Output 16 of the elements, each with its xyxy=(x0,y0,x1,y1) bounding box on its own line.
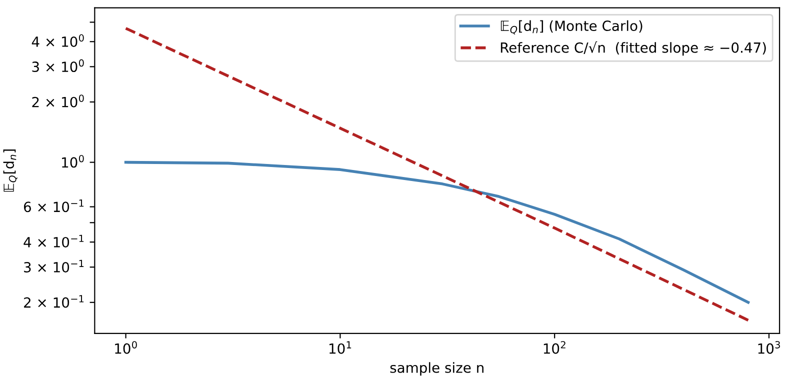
legend-label: 𝔼$_{Q}$[d$_{n}$] (Monte Carlo) xyxy=(500,20,642,34)
y-tick-label: 4 × 10$^{0}$ xyxy=(32,34,84,47)
x-tick-label: 10$^{2}$ xyxy=(544,341,566,354)
y-tick-label: 4 × 10$^{−1}$ xyxy=(24,234,84,248)
x-axis-title: sample size n xyxy=(390,362,484,376)
y-tick-label: 3 × 10$^{0}$ xyxy=(32,59,84,72)
y-tick-label: 2 × 10$^{0}$ xyxy=(32,94,84,108)
y-tick-label: 10$^{0}$ xyxy=(62,154,84,168)
y-tick-label: 2 × 10$^{−1}$ xyxy=(24,295,84,308)
legend-label: Reference C/√n (fitted slope ≈ −0.47) xyxy=(500,41,766,56)
x-tick-label: 10$^{1}$ xyxy=(329,341,352,354)
x-tick-label: 10$^{0}$ xyxy=(115,341,137,354)
y-axis-title: 𝔼$_{Q}$[d$_{n}$] xyxy=(3,150,18,192)
y-tick-label: 6 × 10$^{−1}$ xyxy=(24,200,84,212)
x-tick-label: 10$^{3}$ xyxy=(758,341,780,354)
y-tick-label: 3 × 10$^{−1}$ xyxy=(24,260,84,272)
